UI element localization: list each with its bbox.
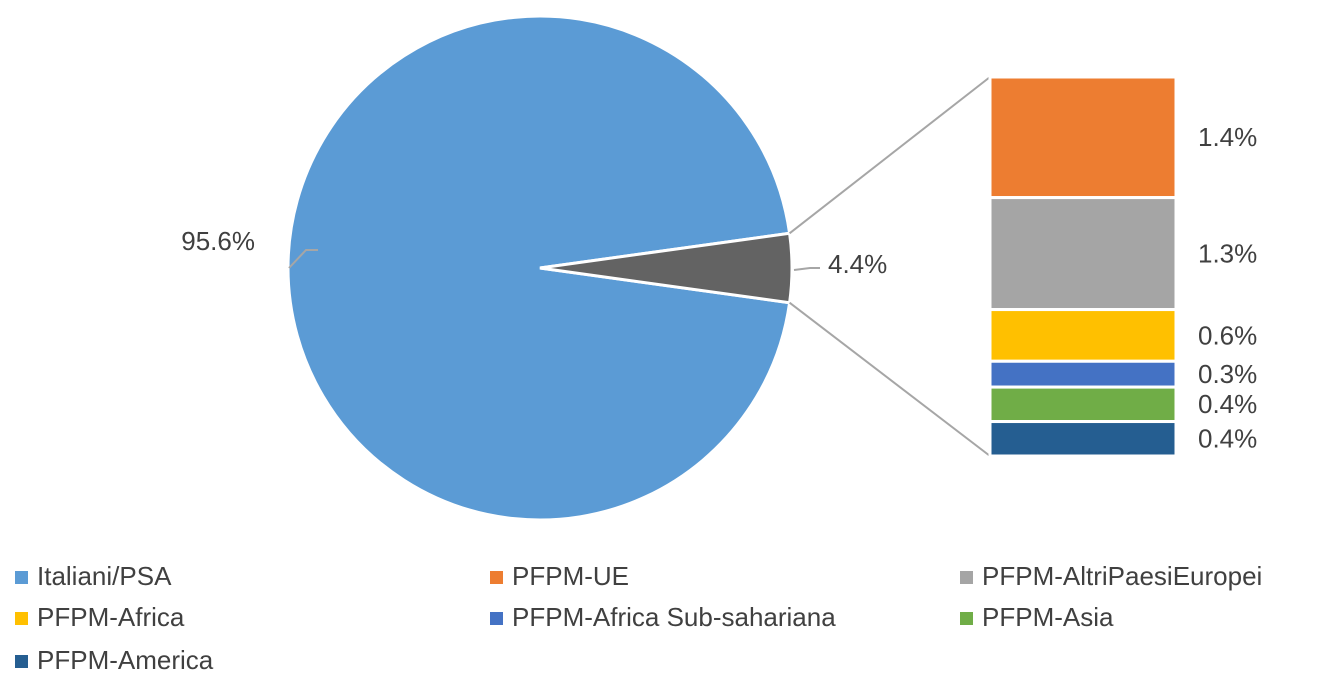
leader-line — [793, 267, 820, 271]
pie-slice — [286, 14, 792, 522]
legend-label: PFPM-AltriPaesiEuropei — [982, 561, 1262, 591]
data-label: 0.4% — [1198, 389, 1257, 419]
bar-segment — [988, 359, 1178, 389]
legend-swatch — [960, 612, 973, 625]
legend-label: PFPM-Africa Sub-sahariana — [512, 602, 836, 632]
data-label: 4.4% — [828, 249, 887, 279]
legend-swatch — [490, 571, 503, 584]
data-label: 0.6% — [1198, 320, 1257, 350]
legend-swatch — [15, 655, 28, 668]
connector-line — [788, 76, 991, 235]
bar-segment — [988, 196, 1178, 312]
legend-swatch — [15, 571, 28, 584]
legend-swatch — [960, 571, 973, 584]
legend-swatch — [490, 612, 503, 625]
data-label: 1.3% — [1198, 238, 1257, 268]
data-label: 1.4% — [1198, 122, 1257, 152]
bar-segment — [988, 308, 1178, 363]
legend-label: PFPM-Africa — [37, 602, 185, 632]
data-label: 95.6% — [181, 226, 255, 256]
pie-slice — [539, 231, 794, 305]
leader-line — [288, 249, 318, 269]
legend-swatch — [15, 612, 28, 625]
data-label: 0.4% — [1198, 424, 1257, 454]
legend-label: PFPM-UE — [512, 561, 629, 591]
legend-label: PFPM-America — [37, 645, 214, 675]
legend-label: PFPM-Asia — [982, 602, 1114, 632]
bar-segment — [988, 385, 1178, 424]
bar-segment — [988, 420, 1178, 458]
connector-line — [788, 301, 991, 457]
data-label: 0.3% — [1198, 359, 1257, 389]
bar-segment — [988, 75, 1178, 200]
legend-label: Italiani/PSA — [37, 561, 172, 591]
